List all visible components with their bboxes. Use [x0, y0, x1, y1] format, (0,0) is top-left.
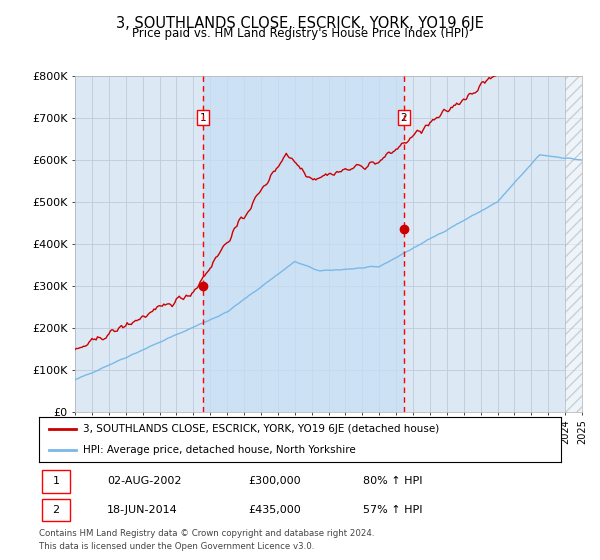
- FancyBboxPatch shape: [41, 470, 70, 493]
- Text: This data is licensed under the Open Government Licence v3.0.: This data is licensed under the Open Gov…: [39, 542, 314, 550]
- Text: 18-JUN-2014: 18-JUN-2014: [107, 505, 178, 515]
- Text: Contains HM Land Registry data © Crown copyright and database right 2024.: Contains HM Land Registry data © Crown c…: [39, 529, 374, 538]
- Text: 2: 2: [52, 505, 59, 515]
- Text: 1: 1: [200, 113, 206, 123]
- Text: 1: 1: [52, 477, 59, 487]
- FancyBboxPatch shape: [41, 499, 70, 521]
- Text: 3, SOUTHLANDS CLOSE, ESCRICK, YORK, YO19 6JE: 3, SOUTHLANDS CLOSE, ESCRICK, YORK, YO19…: [116, 16, 484, 31]
- Text: 3, SOUTHLANDS CLOSE, ESCRICK, YORK, YO19 6JE (detached house): 3, SOUTHLANDS CLOSE, ESCRICK, YORK, YO19…: [83, 424, 440, 435]
- Text: HPI: Average price, detached house, North Yorkshire: HPI: Average price, detached house, Nort…: [83, 445, 356, 455]
- Bar: [203, 76, 404, 412]
- Text: 02-AUG-2002: 02-AUG-2002: [107, 477, 181, 487]
- Text: £435,000: £435,000: [248, 505, 301, 515]
- Bar: [565, 76, 582, 412]
- Text: Price paid vs. HM Land Registry's House Price Index (HPI): Price paid vs. HM Land Registry's House …: [131, 27, 469, 40]
- Text: 2: 2: [401, 113, 407, 123]
- Text: 80% ↑ HPI: 80% ↑ HPI: [362, 477, 422, 487]
- Text: 57% ↑ HPI: 57% ↑ HPI: [362, 505, 422, 515]
- Text: £300,000: £300,000: [248, 477, 301, 487]
